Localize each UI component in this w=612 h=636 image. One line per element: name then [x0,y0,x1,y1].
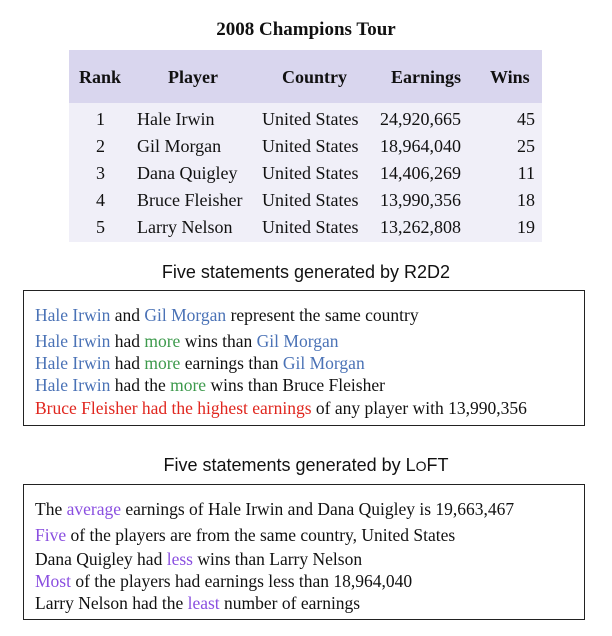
cell-earnings: 13,990,356 [380,190,461,210]
header-wins: Wins [490,67,530,87]
entity-span: Hale Irwin [35,305,111,325]
cell-earnings: 14,406,269 [380,163,461,183]
operation-span: least [187,593,220,613]
text-span: of the players are from the same country… [66,525,456,545]
header-country: Country [282,67,348,87]
loft-statement: The average earnings of Hale Irwin and D… [35,499,514,520]
loft-statement: Larry Nelson had the least number of ear… [35,593,360,614]
cell-wins: 18 [517,190,535,210]
entity-span: Hale Irwin [35,331,111,351]
cell-earnings: 13,262,808 [380,217,461,237]
cell-wins: 25 [517,136,535,156]
text-span: wins than [180,331,257,351]
header-player: Player [168,67,218,87]
header-earnings: Earnings [391,67,462,87]
entity-span: Hale Irwin [35,353,111,373]
error-span: Bruce Fleisher had the highest earnings [35,398,312,418]
text-span: represent the same country [226,305,419,325]
cell-rank: 3 [96,163,105,183]
r2d2-statements-box: Hale Irwin and Gil Morgan represent the … [23,290,585,426]
table-body: 1 Hale Irwin United States 24,920,665 45… [69,103,542,242]
cell-rank: 2 [96,136,105,156]
loft-statement: Dana Quigley had less wins than Larry Ne… [35,549,362,570]
loft-heading-prefix: Five statements generated by L [163,455,416,475]
operation-span: average [66,499,121,519]
table-row: 3 Dana Quigley United States 14,406,269 … [69,160,542,187]
cell-rank: 1 [96,109,105,129]
cell-wins: 11 [517,163,535,183]
entity-span: Gil Morgan [282,353,365,373]
text-span: Dana Quigley had [35,549,167,569]
cell-wins: 19 [517,217,535,237]
cell-player: Gil Morgan [137,136,222,156]
r2d2-statement: Hale Irwin had more earnings than Gil Mo… [35,353,365,374]
cell-country: United States [262,163,359,183]
text-span: and [110,305,145,325]
operation-span: Five [35,525,67,545]
r2d2-statement: Hale Irwin had the more wins than Bruce … [35,375,385,396]
entity-span: Gil Morgan [256,331,339,351]
comparison-span: more [144,353,181,373]
text-span: The [35,499,67,519]
table-title: 2008 Champions Tour [216,19,396,40]
text-span: earnings of Hale Irwin and Dana Quigley … [121,499,515,519]
loft-statement: Five of the players are from the same co… [35,525,455,546]
cell-wins: 45 [517,109,535,129]
loft-heading: Five statements generated by LOFT [0,455,612,476]
comparison-span: more [170,375,207,395]
cell-country: United States [262,109,359,129]
loft-statements-box: The average earnings of Hale Irwin and D… [23,484,585,620]
r2d2-statement: Bruce Fleisher had the highest earnings … [35,398,527,419]
text-span: wins than Bruce Fleisher [206,375,385,395]
text-span: number of earnings [219,593,361,613]
cell-country: United States [262,190,359,210]
entity-span: Gil Morgan [144,305,227,325]
table-header: Rank Player Country Earnings Wins [69,50,542,103]
table-row: 1 Hale Irwin United States 24,920,665 45 [69,106,542,133]
operation-span: less [166,549,193,569]
cell-player: Bruce Fleisher [137,190,243,210]
operation-span: Most [35,571,71,591]
comparison-span: more [144,331,181,351]
loft-statement: Most of the players had earnings less th… [35,571,412,592]
cell-earnings: 18,964,040 [380,136,461,156]
text-span: of any player with 13,990,356 [311,398,527,418]
r2d2-heading: Five statements generated by R2D2 [161,262,451,282]
cell-country: United States [262,217,359,237]
text-span: of the players had earnings less than 18… [70,571,413,591]
text-span: wins than Larry Nelson [192,549,363,569]
cell-rank: 4 [96,190,105,210]
cell-earnings: 24,920,665 [380,109,461,129]
cell-country: United States [262,136,359,156]
cell-player: Dana Quigley [137,163,238,183]
champions-table: Rank Player Country Earnings Wins 1 Hale… [69,50,542,242]
table-row: 5 Larry Nelson United States 13,262,808 … [69,214,542,241]
text-span: earnings than [180,353,283,373]
entity-span: Hale Irwin [35,375,111,395]
cell-rank: 5 [96,217,105,237]
cell-player: Hale Irwin [137,109,215,129]
text-span: had the [110,375,171,395]
header-rank: Rank [79,67,122,87]
text-span: had [110,331,145,351]
r2d2-statement: Hale Irwin and Gil Morgan represent the … [35,305,419,326]
loft-heading-suffix: FT [426,455,449,475]
loft-heading-smallcaps: O [415,458,427,474]
r2d2-statement: Hale Irwin had more wins than Gil Morgan [35,331,338,352]
table-row: 4 Bruce Fleisher United States 13,990,35… [69,187,542,214]
cell-player: Larry Nelson [137,217,233,237]
text-span: Larry Nelson had the [35,593,188,613]
text-span: had [110,353,145,373]
table-row: 2 Gil Morgan United States 18,964,040 25 [69,133,542,160]
